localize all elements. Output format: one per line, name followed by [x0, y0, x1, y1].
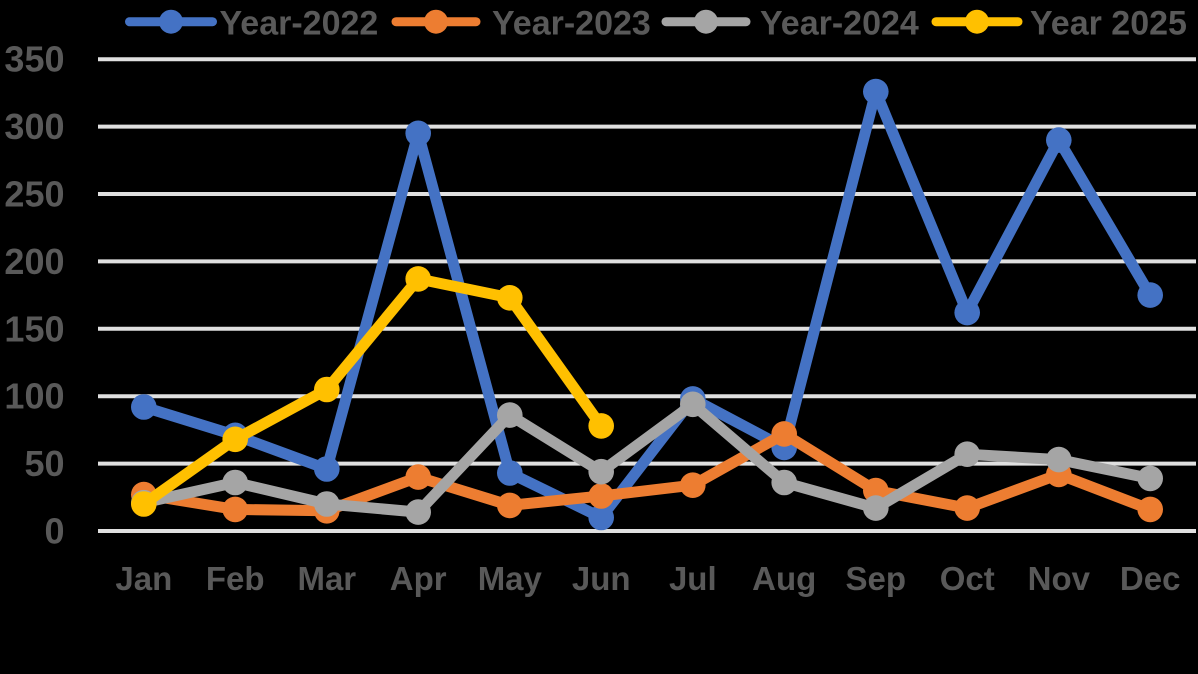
svg-text:Dec: Dec — [1120, 560, 1181, 597]
svg-text:0: 0 — [44, 511, 64, 552]
svg-text:Jul: Jul — [669, 560, 717, 597]
svg-text:350: 350 — [4, 39, 64, 80]
svg-text:200: 200 — [4, 241, 64, 282]
svg-text:100: 100 — [4, 376, 64, 417]
svg-text:300: 300 — [4, 106, 64, 147]
svg-text:Mar: Mar — [297, 560, 356, 597]
svg-text:Oct: Oct — [940, 560, 995, 597]
svg-text:Year-2023: Year-2023 — [492, 5, 651, 43]
svg-text:Jan: Jan — [115, 560, 172, 597]
svg-text:Year 2025: Year 2025 — [1030, 5, 1187, 43]
svg-text:Aug: Aug — [752, 560, 816, 597]
svg-text:Feb: Feb — [206, 560, 265, 597]
svg-text:Jun: Jun — [572, 560, 631, 597]
svg-text:250: 250 — [4, 174, 64, 215]
svg-text:Year-2024: Year-2024 — [760, 5, 919, 43]
svg-text:Nov: Nov — [1028, 560, 1091, 597]
svg-text:Year-2022: Year-2022 — [220, 5, 379, 43]
svg-text:Apr: Apr — [390, 560, 447, 597]
svg-text:50: 50 — [24, 443, 64, 484]
svg-text:150: 150 — [4, 308, 64, 349]
svg-text:May: May — [478, 560, 543, 597]
svg-text:Sep: Sep — [846, 560, 907, 597]
